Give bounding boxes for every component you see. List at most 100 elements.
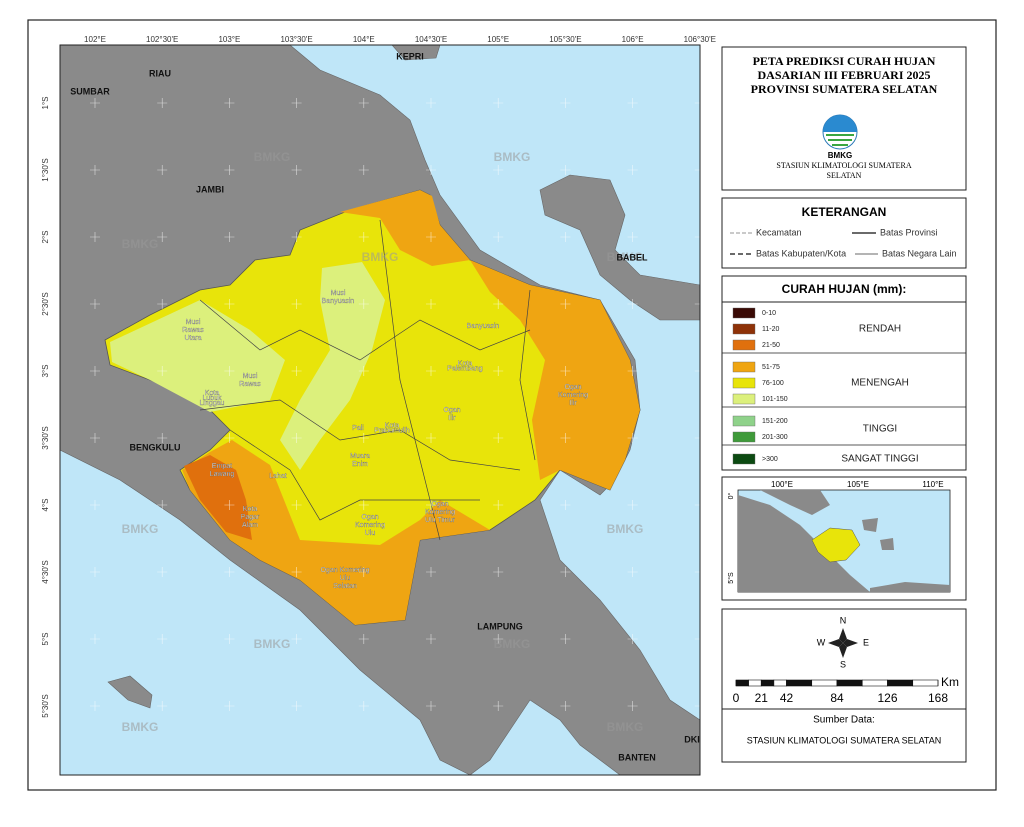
grid-cross	[157, 165, 168, 175]
grid-cross	[627, 634, 638, 644]
grid-cross	[560, 634, 571, 644]
lat-label: 3°30'S	[41, 426, 50, 449]
grid-cross	[157, 500, 168, 510]
lat-label: 5°30'S	[41, 694, 50, 717]
grid-cross	[560, 299, 571, 309]
grid-cross	[426, 634, 436, 644]
regency-label: Ilir	[569, 400, 577, 407]
lon-label: 102°30'E	[146, 35, 178, 44]
grid-cross	[560, 165, 571, 175]
regency-label: Musi	[243, 373, 258, 380]
regency-label: Kota	[205, 390, 220, 397]
scale-unit: Km	[941, 675, 959, 689]
regency-label: Palembang	[447, 365, 483, 372]
regency-label: Pali	[352, 425, 364, 432]
regency-label: Ogan	[443, 407, 460, 414]
grid-cross	[560, 500, 571, 510]
grid-cross	[291, 165, 302, 175]
province-label: JAMBI	[196, 184, 224, 194]
legend-item: Batas Provinsi	[880, 227, 938, 237]
regency-label: Kota	[243, 506, 258, 513]
grid-cross	[224, 567, 235, 577]
grid-cross	[493, 567, 504, 577]
grid-cross	[90, 98, 100, 108]
lat-label: 5°S	[41, 633, 50, 646]
legend-box	[721, 275, 967, 471]
inset-lat-label: 5°S	[727, 572, 735, 584]
scale-segment	[773, 679, 787, 687]
main-map: BMKG BMKG BMKG BMKG BMKG BMKG BMKG BMKG BMKG BMKG…	[60, 45, 700, 775]
title-line: PETA PREDIKSI CURAH HUJAN	[753, 54, 936, 68]
lon-label: 103°E	[218, 35, 240, 44]
kepri-island	[391, 45, 441, 61]
grid-cross	[358, 433, 369, 443]
grid-cross	[493, 232, 504, 242]
grid-cross	[291, 232, 302, 242]
grid-cross	[90, 165, 100, 175]
legend-swatch	[732, 339, 756, 351]
station-name: STASIUN KLIMATOLOGI SUMATERA	[776, 161, 911, 170]
legend-range: 76-100	[762, 380, 784, 387]
grid-cross	[90, 634, 100, 644]
watermark: BMKG	[607, 720, 644, 734]
zone-dark-orange	[184, 455, 252, 540]
grid-cross	[90, 500, 100, 510]
logo-text: BMKG	[828, 151, 852, 160]
grid-cross	[291, 634, 302, 644]
keterangan-heading: KETERANGAN	[802, 205, 887, 219]
regency-label: Alam	[242, 522, 258, 529]
lat-label: 1°30'S	[41, 158, 50, 181]
grid-cross	[560, 433, 571, 443]
province-label: LAMPUNG	[477, 621, 523, 631]
scale-label: 168	[928, 691, 948, 705]
legend-group: SANGAT TINGGI	[841, 454, 918, 465]
province-label: RIAU	[149, 68, 171, 78]
regency-label: Komering	[558, 392, 588, 399]
watermark: BMKG	[494, 150, 531, 164]
grid-cross	[493, 165, 504, 175]
station-name: SELATAN	[827, 171, 862, 180]
regency-label: Ulu	[365, 530, 376, 537]
zone-light	[110, 300, 285, 412]
lat-label: 2°S	[41, 231, 50, 244]
bangka-island	[539, 174, 700, 321]
scale-label: 84	[830, 691, 844, 705]
grid-cross	[224, 433, 235, 443]
grid-cross	[291, 299, 302, 309]
scale-segment	[760, 679, 775, 687]
zone-orange	[470, 260, 640, 490]
regency-border	[379, 219, 441, 541]
legend-swatch	[732, 393, 756, 405]
legend-swatch	[732, 361, 756, 373]
grid-cross	[426, 433, 436, 443]
province-label: SUMBAR	[70, 86, 110, 96]
regency-label: Empat	[212, 463, 232, 470]
grid-cross	[426, 366, 436, 376]
grid-cross	[493, 98, 504, 108]
watermark: BMKG	[254, 150, 291, 164]
grid-cross	[157, 433, 168, 443]
legend-range: 151-200	[762, 418, 788, 425]
watermark: BMKG	[607, 250, 644, 264]
legend-swatch	[732, 453, 756, 465]
regency-label: Rawas	[182, 327, 204, 334]
regency-label: Lawang	[210, 471, 235, 478]
regency-border	[199, 299, 531, 361]
regency-label: Ogan	[564, 384, 581, 391]
province-label: DKI	[684, 734, 700, 744]
lat-label: 2°30'S	[41, 292, 50, 315]
legend-swatch	[732, 415, 756, 427]
watermark: BMKG	[122, 522, 159, 536]
grid-cross	[358, 634, 369, 644]
scale-segment	[861, 679, 888, 687]
compass-e: E	[863, 637, 869, 647]
grid-cross	[90, 366, 100, 376]
lat-label: 3°S	[41, 365, 50, 378]
title-line: DASARIAN III FEBRUARI 2025	[757, 68, 930, 82]
grid-cross	[426, 500, 436, 510]
regency-label: Musi	[331, 290, 346, 297]
legend-range: 101-150	[762, 396, 788, 403]
legend-item: Kecamatan	[756, 227, 802, 237]
inset-land	[738, 490, 950, 592]
